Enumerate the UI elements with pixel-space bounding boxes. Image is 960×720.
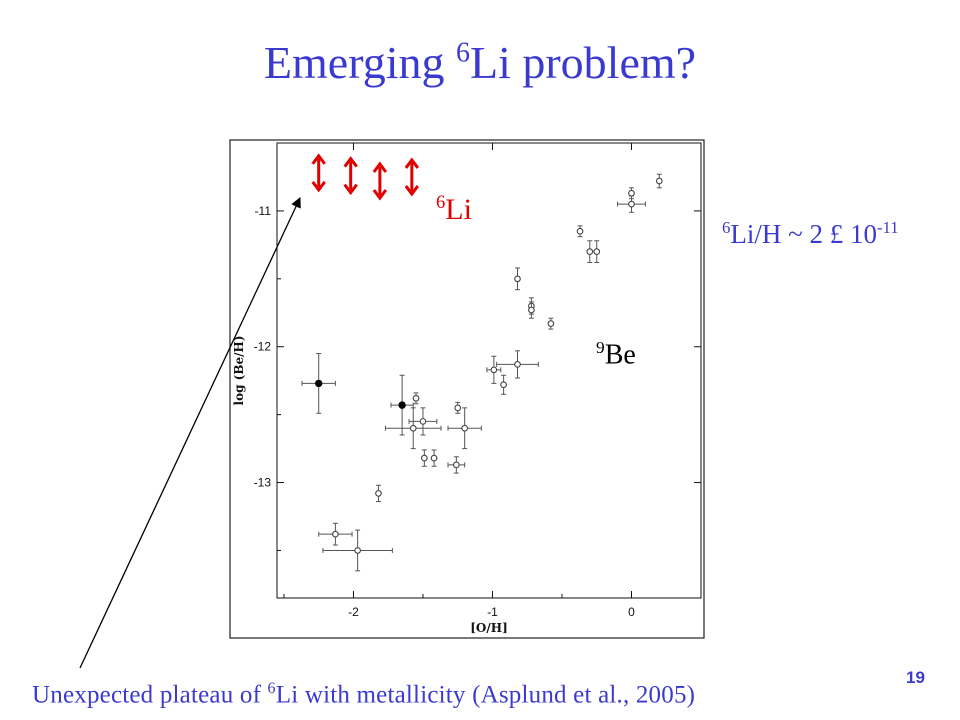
li6-arrow-head-up bbox=[404, 157, 420, 169]
li-h-ratio-label: 6Li/H ~ 2 £ 10-11 bbox=[722, 218, 899, 249]
filled-data-point bbox=[315, 379, 323, 388]
open-data-point bbox=[586, 248, 594, 256]
x-tick-label: -2 bbox=[348, 605, 359, 619]
open-data-point bbox=[419, 418, 427, 425]
open-data-point bbox=[593, 248, 601, 256]
open-data-point bbox=[490, 366, 498, 374]
x-tick-label: -1 bbox=[487, 605, 498, 619]
open-data-point bbox=[628, 189, 635, 197]
li6-arrow-head-up bbox=[311, 153, 326, 165]
open-data-point bbox=[409, 424, 417, 432]
y-tick-label: -11 bbox=[255, 204, 272, 218]
li6-label: 6Li bbox=[436, 192, 472, 226]
filled-data-point bbox=[398, 401, 406, 409]
open-data-point bbox=[514, 361, 521, 368]
li6-arrow-head-down bbox=[372, 189, 388, 201]
open-data-point bbox=[547, 320, 555, 327]
x-tick-label: 0 bbox=[628, 605, 635, 619]
page-number: 19 bbox=[906, 668, 925, 687]
y-axis-title: log (Be/H) bbox=[232, 336, 246, 406]
open-data-point bbox=[412, 394, 420, 402]
open-data-point bbox=[628, 200, 635, 208]
open-data-point bbox=[500, 381, 507, 389]
plot-area: -2 -1 0 -11 -12 -13 [O/H] log (Be/H) bbox=[232, 142, 702, 635]
open-data-point bbox=[454, 404, 462, 412]
open-data-point bbox=[528, 306, 535, 314]
open-data-point bbox=[576, 227, 584, 235]
li6-arrow-head-down bbox=[311, 180, 326, 193]
open-data-point bbox=[354, 547, 361, 554]
open-data-point bbox=[452, 461, 460, 469]
open-data-point bbox=[514, 275, 521, 283]
slide-caption: Unexpected plateau of 6Li with metallici… bbox=[32, 680, 696, 709]
y-tick-label: -13 bbox=[254, 476, 272, 490]
y-tick-label: -12 bbox=[254, 340, 272, 354]
li6-arrow-head-down bbox=[343, 183, 358, 196]
open-data-point bbox=[430, 454, 438, 462]
li6-arrow-head-up bbox=[372, 161, 388, 173]
li6-arrow-head-up bbox=[343, 156, 358, 168]
pointer-arrow bbox=[79, 197, 301, 669]
slide-title: Emerging 6Li problem? bbox=[263, 37, 697, 88]
be9-label: 9Be bbox=[596, 338, 636, 371]
open-data-point bbox=[332, 530, 339, 538]
x-axis-title: [O/H] bbox=[470, 621, 508, 635]
figure-frame bbox=[229, 139, 705, 639]
plot-frame bbox=[276, 142, 702, 599]
open-data-point bbox=[375, 490, 382, 497]
open-data-point bbox=[461, 424, 469, 432]
open-data-point bbox=[421, 454, 428, 462]
open-data-point bbox=[655, 177, 663, 185]
li6-arrow-head-down bbox=[404, 185, 420, 197]
